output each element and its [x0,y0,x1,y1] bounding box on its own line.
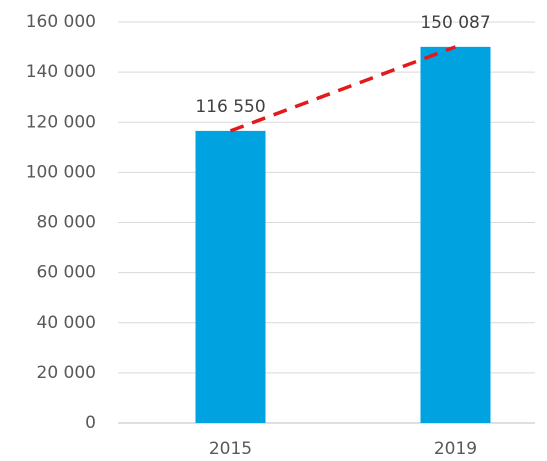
bar [195,130,266,424]
data-label: 116 550 [195,97,265,117]
y-tick-label: 40 000 [37,313,96,333]
trend-line [229,45,457,133]
y-tick-label: 100 000 [26,162,96,182]
y-tick-label: 120 000 [26,112,96,132]
y-tick-label: 80 000 [37,213,96,233]
y-tick-label: 160 000 [26,12,96,32]
x-tick-label: 2019 [434,439,477,459]
y-tick-label: 140 000 [26,62,96,82]
y-tick-label: 60 000 [37,263,96,283]
bar [420,46,491,424]
x-tick-label: 2015 [209,439,252,459]
y-tick-label: 20 000 [37,363,96,383]
y-tick-label: 0 [85,413,96,433]
data-label: 150 087 [420,13,490,33]
